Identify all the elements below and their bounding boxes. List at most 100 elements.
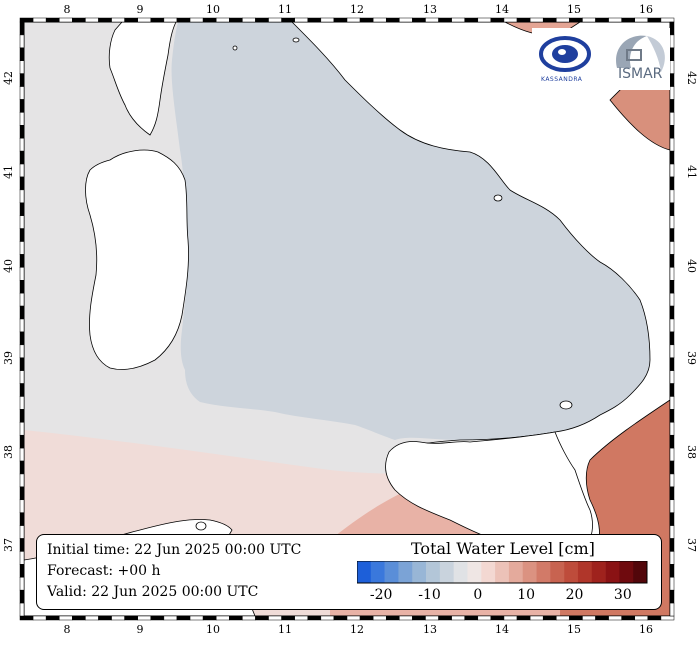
lon-label-top: 12: [350, 3, 364, 16]
frame-segment: [19, 137, 25, 152]
frame-segment: [503, 17, 518, 23]
frame-segment: [19, 447, 25, 462]
frame-segment: [464, 17, 479, 23]
frame-segment: [569, 615, 583, 621]
frame-segment: [281, 615, 295, 621]
frame-segment: [669, 254, 675, 268]
colorbar-tick-label: 0: [473, 587, 483, 603]
frame-segment: [19, 434, 25, 449]
island-pantelleria: [195, 521, 207, 531]
frame-segment: [111, 615, 125, 621]
colorbar-swatch: [605, 561, 620, 583]
frame-segment: [516, 17, 531, 23]
colorbar-tick-label: -10: [418, 587, 441, 603]
frame-segment: [669, 318, 675, 333]
frame-segment: [669, 228, 675, 242]
frame-segment: [669, 602, 675, 617]
frame-segment: [385, 17, 400, 23]
frame-segment: [189, 615, 204, 621]
lon-label-bottom: 13: [423, 623, 437, 636]
lon-label-top: 10: [206, 3, 220, 16]
frame-segment: [19, 202, 25, 216]
frame-segment: [32, 615, 47, 621]
frame-segment: [19, 512, 25, 526]
colorbar-swatch: [536, 561, 551, 583]
frame-segment: [19, 150, 25, 165]
frame-segment: [669, 460, 675, 475]
lon-label-top: 11: [278, 3, 292, 16]
frame-segment: [242, 615, 256, 621]
frame-segment: [19, 34, 25, 49]
frame-segment: [669, 422, 675, 436]
colorbar-swatch: [495, 561, 510, 583]
frame-segment: [124, 17, 138, 23]
frame-segment: [150, 17, 165, 23]
frame-segment: [647, 615, 662, 621]
lon-label-bottom: 8: [64, 623, 71, 636]
sardinia: [85, 149, 189, 370]
frame-segment: [19, 73, 25, 87]
frame-segment: [19, 357, 25, 371]
colorbar-swatch: [412, 561, 427, 583]
frame-segment: [19, 86, 25, 100]
colorbar-title: Total Water Level [cm]: [411, 539, 595, 558]
colorbar: [357, 561, 648, 584]
colorbar-swatch: [577, 561, 593, 583]
frame-segment: [669, 357, 675, 371]
frame-segment: [19, 125, 25, 139]
frame-segment: [19, 163, 25, 178]
frame-segment: [19, 292, 25, 307]
lon-label-bottom: 11: [278, 623, 292, 636]
colorbar-swatch: [619, 561, 634, 583]
frame-segment: [19, 331, 25, 346]
lat-label-right: 40: [685, 259, 698, 273]
colorbar-ticks: -20 -10 0 10 20 30: [337, 587, 647, 605]
frame-segment: [399, 17, 413, 23]
frame-segment: [669, 551, 675, 565]
frame-segment: [72, 615, 86, 621]
frame-segment: [647, 17, 662, 23]
frame-segment: [85, 615, 99, 621]
frame-segment: [669, 292, 675, 307]
frame-segment: [58, 615, 73, 621]
frame-segment: [372, 17, 387, 23]
frame-segment: [19, 538, 25, 552]
frame-segment: [669, 215, 675, 229]
frame-segment: [19, 486, 25, 501]
frame-segment: [412, 615, 426, 621]
frame-segment: [669, 564, 675, 578]
frame-segment: [346, 615, 361, 621]
colorbar-swatch: [398, 561, 413, 583]
frame-segment: [669, 125, 675, 139]
frame-segment: [19, 551, 25, 565]
frame-segment: [438, 17, 452, 23]
frame-segment: [333, 17, 348, 23]
frame-segment: [669, 331, 675, 346]
initial-time: Initial time: 22 Jun 2025 00:00 UTC: [47, 542, 302, 558]
frame-segment: [19, 344, 25, 358]
frame-segment: [669, 176, 675, 191]
frame-segment: [669, 189, 675, 204]
frame-segment: [477, 615, 492, 621]
frame-segment: [19, 241, 25, 255]
legend-panel: Initial time: 22 Jun 2025 00:00 UTC Fore…: [36, 534, 662, 610]
frame-segment: [19, 383, 25, 397]
frame-segment: [45, 615, 60, 621]
frame-segment: [163, 615, 178, 621]
frame-segment: [621, 615, 636, 621]
colorbar-swatch: [508, 561, 524, 583]
frame-segment: [242, 17, 256, 23]
lat-label-right: 41: [685, 165, 698, 179]
frame-segment: [255, 615, 269, 621]
frame-segment: [669, 486, 675, 501]
valid-time: Valid: 22 Jun 2025 00:00 UTC: [47, 584, 259, 600]
frame-segment: [669, 577, 675, 591]
frame-segment: [72, 17, 86, 23]
lon-label-top: 16: [639, 3, 653, 16]
colorbar-tick-label: 20: [565, 587, 584, 603]
frame-segment: [19, 280, 25, 294]
lon-label-bottom: 16: [639, 623, 653, 636]
frame-segment: [669, 383, 675, 397]
ismar-logo-svg: [616, 35, 665, 72]
frame-segment: [669, 370, 675, 384]
